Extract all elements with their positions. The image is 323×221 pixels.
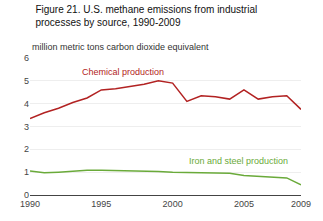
svg-text:6: 6 — [24, 53, 29, 63]
svg-text:2: 2 — [24, 144, 29, 154]
svg-text:3: 3 — [24, 122, 29, 132]
svg-text:1995: 1995 — [91, 199, 111, 209]
svg-text:0: 0 — [24, 190, 29, 200]
svg-text:Chemical production: Chemical production — [82, 67, 164, 77]
svg-text:2000: 2000 — [163, 199, 183, 209]
svg-text:million metric tons carbon dio: million metric tons carbon dioxide equiv… — [32, 42, 209, 52]
svg-text:2005: 2005 — [234, 199, 254, 209]
svg-text:1990: 1990 — [20, 199, 40, 209]
svg-text:5: 5 — [24, 76, 29, 86]
svg-text:Iron and steel production: Iron and steel production — [189, 156, 288, 166]
svg-text:4: 4 — [24, 99, 29, 109]
svg-text:2009: 2009 — [291, 199, 311, 209]
svg-text:1: 1 — [24, 167, 29, 177]
svg-text:Figure 21. U.S. methane emissi: Figure 21. U.S. methane emissions from i… — [35, 4, 257, 28]
